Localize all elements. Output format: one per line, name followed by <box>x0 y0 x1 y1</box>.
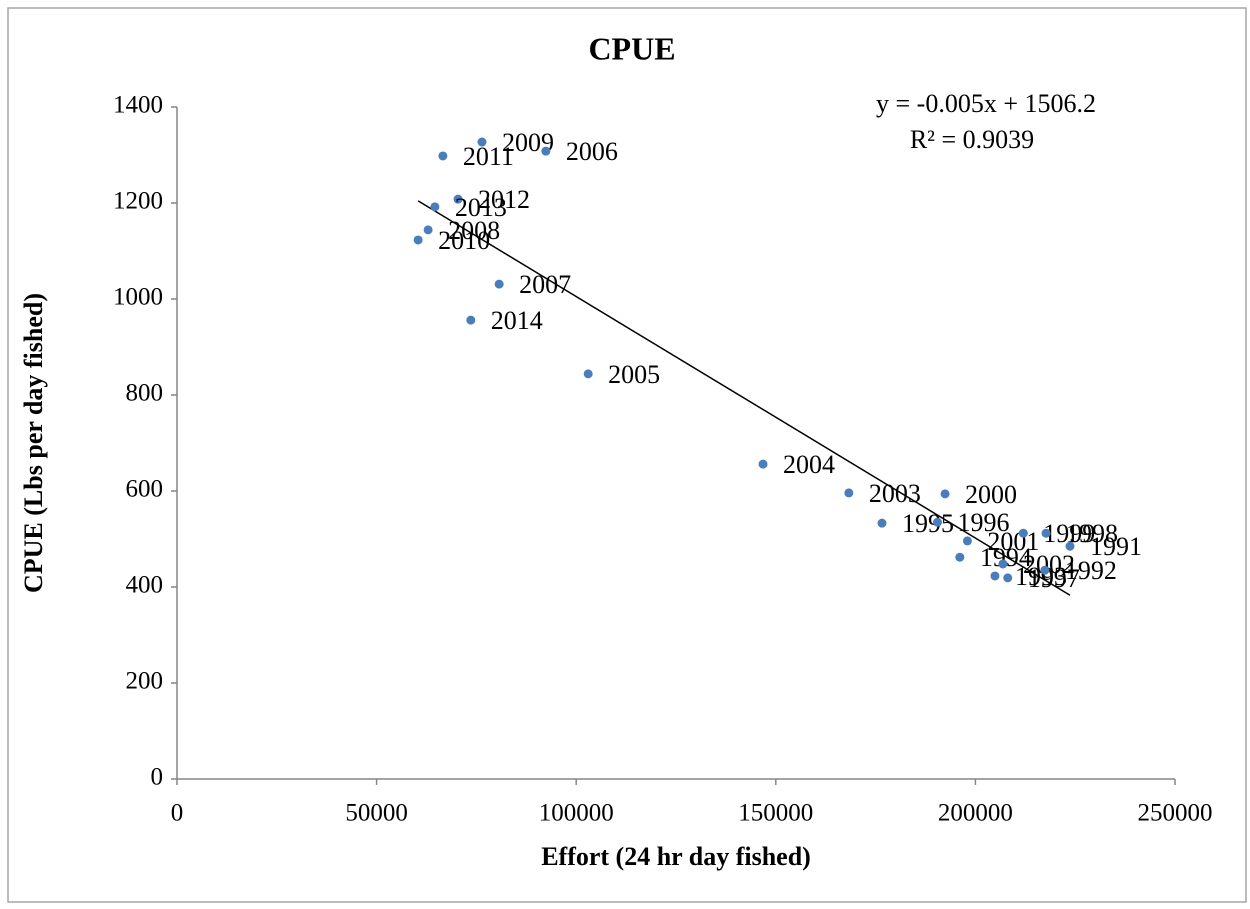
point-label: 2004 <box>783 450 835 479</box>
x-tick-label: 250000 <box>1138 800 1213 827</box>
point <box>1065 541 1075 551</box>
y-axis-title: CPUE (Lbs per day fished) <box>19 293 48 593</box>
point <box>844 488 854 498</box>
point <box>1041 528 1051 538</box>
x-tick-label: 150000 <box>738 800 813 827</box>
trendline-r2: R² = 0.9039 <box>910 125 1034 154</box>
chart-title: CPUE <box>588 30 675 66</box>
point <box>541 146 551 156</box>
trendline <box>417 200 1071 596</box>
point-label: 2010 <box>438 226 490 255</box>
point <box>955 552 965 562</box>
point <box>1018 528 1028 538</box>
x-axis-title: Effort (24 hr day fished) <box>541 842 811 871</box>
y-tick-label: 1400 <box>113 92 163 119</box>
point <box>932 517 942 527</box>
point-label: 2008 <box>448 216 500 245</box>
y-tick-label: 400 <box>126 572 164 599</box>
point <box>438 151 448 161</box>
x-tick-label: 200000 <box>938 800 1013 827</box>
point <box>494 279 504 289</box>
point-label: 2002 <box>1023 550 1075 579</box>
y-tick-label: 600 <box>126 476 164 503</box>
point-label: 1992 <box>1065 556 1117 585</box>
point-label: 2013 <box>455 193 507 222</box>
point <box>758 459 768 469</box>
trendline-equation: y = -0.005x + 1506.2 <box>876 89 1096 118</box>
point <box>1040 565 1050 575</box>
point-label: 2006 <box>566 137 618 166</box>
point <box>990 571 1000 581</box>
y-tick-label: 1200 <box>113 188 163 215</box>
point-label: 1997 <box>1028 564 1080 593</box>
point <box>940 489 950 499</box>
point-label: 1995 <box>902 509 954 538</box>
point <box>998 559 1008 569</box>
point <box>423 225 433 235</box>
point <box>1003 573 1013 583</box>
x-tick-label: 0 <box>171 800 184 827</box>
point-label: 2012 <box>478 185 530 214</box>
x-tick-label: 100000 <box>539 800 614 827</box>
y-tick-label: 1000 <box>113 284 163 311</box>
point <box>477 137 487 147</box>
point-label: 2011 <box>463 142 514 171</box>
point <box>413 235 423 245</box>
point-label: 1991 <box>1090 532 1142 561</box>
point-label: 2000 <box>965 480 1017 509</box>
point <box>453 194 463 204</box>
y-tick-label: 800 <box>126 380 164 407</box>
point <box>877 518 887 528</box>
x-tick-label: 50000 <box>345 800 408 827</box>
point-label: 1998 <box>1066 519 1118 548</box>
point <box>466 315 476 325</box>
point <box>583 369 593 379</box>
point <box>962 536 972 546</box>
point-label: 1993 <box>1015 562 1067 591</box>
point-label: 2005 <box>608 360 660 389</box>
point <box>430 202 440 212</box>
point-label: 1996 <box>957 508 1009 537</box>
point-label: 2007 <box>519 270 571 299</box>
point-label: 2003 <box>869 479 921 508</box>
point-label: 2001 <box>987 527 1039 556</box>
point-label: 2014 <box>491 306 543 335</box>
y-tick-label: 200 <box>126 668 164 695</box>
chart-border <box>7 7 1247 903</box>
y-tick-label: 0 <box>151 764 164 791</box>
